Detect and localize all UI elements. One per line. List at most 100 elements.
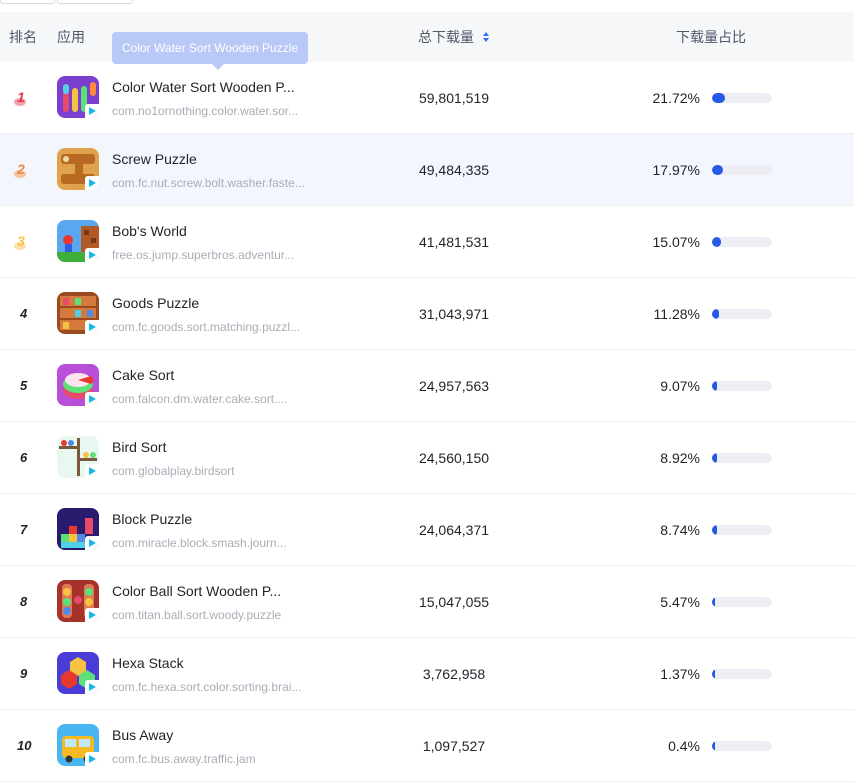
share-percent: 11.28% [653,306,700,322]
share-progress-bar [712,93,772,103]
table-row[interactable]: 6 Bird Sort com.globalplay.birdsort 24,5… [0,422,854,494]
share-progress-bar [712,309,772,319]
table-row[interactable]: 7 Block Puzzle com.miracle.block.smash.j… [0,494,854,566]
share-progress-fill [712,165,723,175]
download-count: 3,762,958 [422,666,486,682]
rank-number: 6 [20,450,28,465]
app-name-tooltip: Color Water Sort Wooden Puzzle [112,32,309,70]
share-progress-fill [712,309,719,319]
share-progress-bar [712,669,772,679]
app-package: com.titan.ball.sort.woody.puzzle [112,608,282,622]
tab-left[interactable] [0,0,55,4]
google-play-icon [85,104,99,118]
top-tabs [0,0,140,5]
app-name[interactable]: Bird Sort [112,439,167,455]
download-count: 59,801,519 [418,90,490,106]
app-package: com.fc.nut.screw.bolt.washer.faste... [112,176,305,190]
share-progress-fill [712,453,718,463]
app-package: com.fc.bus.away.traffic.jam [112,752,256,766]
download-count: 49,484,335 [418,162,490,178]
google-play-icon [85,464,99,478]
table-row[interactable]: 5 Cake Sort com.falcon.dm.water.cake.sor… [0,350,854,422]
bobs-world-icon[interactable] [57,220,99,262]
table-row[interactable]: 8 Color Ball Sort Wooden P... com.titan.… [0,566,854,638]
app-package: free.os.jump.superbros.adventur... [112,248,295,262]
water-sort-icon[interactable] [57,76,99,118]
share-percent: 17.97% [652,162,700,178]
rank-number: 8 [20,594,28,609]
rank-number: 9 [20,666,28,681]
bird-sort-icon[interactable] [57,436,99,478]
share-progress-bar [712,597,772,607]
app-name[interactable]: Bob's World [112,223,187,239]
share-percent: 8.74% [660,522,700,538]
download-count: 24,064,371 [418,522,490,538]
app-name[interactable]: Goods Puzzle [112,295,200,311]
share-progress-bar [712,381,772,391]
sort-icon[interactable] [483,32,489,42]
google-play-icon [85,608,99,622]
google-play-icon [85,392,99,406]
ball-sort-icon[interactable] [57,580,99,622]
table-row[interactable]: 2 Screw Puzzle com.fc.nut.screw.bolt.was… [0,134,854,206]
header-app: 应用 [57,29,85,45]
app-name[interactable]: Hexa Stack [112,655,184,671]
share-percent: 8.92% [660,450,700,466]
rank-number: 1 [17,89,25,105]
header-share: 下载量占比 [676,29,746,45]
block-puzzle-icon[interactable] [57,508,99,550]
rank-number: 4 [20,306,28,321]
header-rank: 排名 [9,29,37,45]
share-progress-fill [712,525,718,535]
rank-medal-icon: 3 [14,233,30,251]
share-percent: 0.4% [668,738,700,754]
share-progress-bar [712,237,772,247]
share-progress-bar [712,453,772,463]
app-package: com.falcon.dm.water.cake.sort.... [112,392,288,406]
app-name[interactable]: Color Water Sort Wooden P... [112,79,295,95]
share-progress-fill [712,597,716,607]
share-percent: 9.07% [660,378,700,394]
share-progress-bar [712,165,772,175]
hexa-stack-icon[interactable] [57,652,99,694]
app-name[interactable]: Bus Away [112,727,174,743]
download-count: 41,481,531 [418,234,490,250]
share-progress-fill [712,669,715,679]
google-play-icon [85,536,99,550]
bus-away-icon[interactable] [57,724,99,766]
header-downloads-sort[interactable]: 总下载量 [418,12,489,62]
table-row[interactable]: 1 Color Water Sort Wooden P... com.no1or… [0,62,854,134]
download-count: 24,957,563 [418,378,490,394]
share-progress-fill [712,741,715,751]
table-row[interactable]: 3 Bob's World free.os.jump.superbros.adv… [0,206,854,278]
app-package: com.globalplay.birdsort [112,464,235,478]
google-play-icon [85,320,99,334]
table-row[interactable]: 9 Hexa Stack com.fc.hexa.sort.color.sort… [0,638,854,710]
app-name[interactable]: Cake Sort [112,367,175,383]
cake-sort-icon[interactable] [57,364,99,406]
share-progress-fill [712,93,726,103]
share-percent: 1.37% [660,666,700,682]
app-package: com.fc.hexa.sort.color.sorting.brai... [112,680,302,694]
rank-number: 5 [20,378,28,393]
app-name[interactable]: Color Ball Sort Wooden P... [112,583,282,599]
download-count: 15,047,055 [418,594,490,610]
rank-medal-icon: 1 [14,89,30,107]
google-play-icon [85,176,99,190]
share-percent: 15.07% [652,234,700,250]
rank-number: 10 [17,738,32,753]
rank-medal-icon: 2 [14,161,30,179]
google-play-icon [85,248,99,262]
goods-puzzle-icon[interactable] [57,292,99,334]
google-play-icon [85,752,99,766]
download-count: 24,560,150 [418,450,490,466]
screw-puzzle-icon[interactable] [57,148,99,190]
share-progress-bar [712,525,772,535]
app-name[interactable]: Block Puzzle [112,511,193,527]
share-percent: 21.72% [652,90,700,106]
app-name[interactable]: Screw Puzzle [112,151,197,167]
tab-right[interactable] [57,0,133,4]
download-count: 1,097,527 [422,738,486,754]
table-row[interactable]: 4 Goods Puzzle com.fc.goods.sort.matchin… [0,278,854,350]
table-row[interactable]: 10 Bus Away com.fc.bus.away.traffic.jam … [0,710,854,782]
